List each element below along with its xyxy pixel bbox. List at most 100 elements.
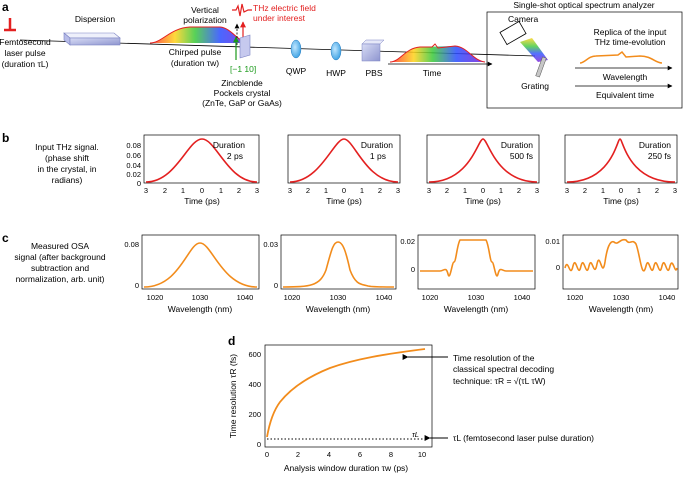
dispersion-block bbox=[69, 37, 121, 46]
plot-b1-ytick-4: 0 bbox=[137, 179, 141, 188]
plot-d-curve bbox=[266, 348, 426, 438]
plot-c4-curve bbox=[564, 238, 678, 272]
panel-b-desc-2: (phase shift bbox=[45, 153, 90, 163]
plot-b4-xtick-5: 2 bbox=[655, 186, 659, 195]
plot-d-xtick-0: 0 bbox=[265, 450, 269, 459]
plot-c3-xtick-1: 1030 bbox=[468, 293, 485, 302]
panel-c: c Measured OSA signal (after background … bbox=[2, 231, 679, 314]
plot-b2-frame bbox=[287, 134, 401, 184]
plot-b1-xtick-5: 2 bbox=[237, 186, 241, 195]
analyzer-title: Single-shot optical spectrum analyzer bbox=[513, 0, 654, 10]
plot-b1-ytick-2: 0.04 bbox=[126, 161, 141, 170]
chirped-label-2: (duration τw) bbox=[171, 58, 219, 68]
plot-c2-xlabel: Wavelength (nm) bbox=[306, 304, 371, 314]
output-pulse-shape bbox=[390, 46, 485, 62]
plot-b4-xtick-0: 3 bbox=[565, 186, 569, 195]
pbs-cube bbox=[361, 43, 381, 62]
femto-label-2: laser pulse bbox=[4, 48, 45, 58]
plot-c2-frame bbox=[280, 234, 397, 290]
panel-a-label: a bbox=[2, 0, 9, 14]
plot-b1-xticks: 3 2 1 0 1 2 3 bbox=[144, 186, 259, 195]
plot-c3-frame bbox=[417, 234, 536, 290]
panel-d-label: d bbox=[228, 334, 235, 348]
plot-b1-ytick-3: 0.02 bbox=[126, 170, 141, 179]
pockels-crystal bbox=[239, 34, 251, 59]
hwp-plate bbox=[330, 41, 342, 61]
plot-b3-xtick-0: 3 bbox=[427, 186, 431, 195]
plot-b2-xlabel: Time (ps) bbox=[326, 196, 362, 206]
plot-b2-xtick-1: 2 bbox=[306, 186, 310, 195]
panel-b-desc-4: radians) bbox=[52, 175, 83, 185]
plot-c3-ytick-0: 0.02 bbox=[400, 237, 415, 246]
plot-b1-xtick-2: 1 bbox=[181, 186, 185, 195]
plot-b4-frame bbox=[564, 134, 678, 184]
plot-b2-xtick-6: 3 bbox=[396, 186, 400, 195]
zinc-label-3: (ZnTe, GaP or GaAs) bbox=[202, 98, 282, 108]
plot-b1-xtick-3: 0 bbox=[200, 186, 204, 195]
thz-field-waveform bbox=[232, 3, 252, 17]
panel-d: d 600 400 200 0 Time resolution τR (fs) … bbox=[228, 334, 594, 473]
plot-d-ytick-200: 200 bbox=[248, 410, 261, 419]
panel-b-label: b bbox=[2, 131, 9, 145]
plot-d-xtick-2: 2 bbox=[296, 450, 300, 459]
plot-b1-curve bbox=[145, 138, 258, 183]
crystal-axis-label: [−1 10] bbox=[230, 64, 256, 74]
femto-label-1: Femtosecond bbox=[0, 37, 51, 47]
plot-b3-frame bbox=[426, 134, 540, 184]
plot-c4-xlabel: Wavelength (nm) bbox=[589, 304, 654, 314]
plot-b2-curve bbox=[289, 138, 399, 183]
plot-b2-xtick-0: 3 bbox=[288, 186, 292, 195]
panel-b-desc-3: in the crystal, in bbox=[37, 164, 96, 174]
plot-d-ytick-600: 600 bbox=[248, 350, 261, 359]
plot-c2-xtick-1: 1030 bbox=[330, 293, 347, 302]
annotation-1-line-2: classical spectral decoding bbox=[453, 364, 554, 374]
plot-d-ytick-0: 0 bbox=[257, 440, 261, 449]
plot-b2-xtick-3: 0 bbox=[342, 186, 346, 195]
chirped-label-1: Chirped pulse bbox=[169, 47, 222, 57]
annotation-1-line-3: technique: τR = √(τL τW) bbox=[453, 376, 546, 386]
replica-label-1: Replica of the input bbox=[594, 27, 667, 37]
replica-waveform bbox=[579, 50, 663, 64]
hwp-label: HWP bbox=[326, 68, 346, 78]
output-pulse-envelope bbox=[389, 43, 486, 63]
femto-pulse-icon bbox=[4, 18, 16, 32]
wavelength-label: Wavelength bbox=[603, 72, 648, 82]
plot-c1-xtick-2: 1040 bbox=[237, 293, 254, 302]
plot-b4-xtick-1: 2 bbox=[583, 186, 587, 195]
diffracted-spectrum bbox=[520, 38, 548, 62]
pbs-label: PBS bbox=[365, 68, 382, 78]
plot-d-xtick-6: 6 bbox=[358, 450, 362, 459]
plot-c1-ytick-0: 0.08 bbox=[124, 240, 139, 249]
plot-c1-xtick-0: 1020 bbox=[147, 293, 164, 302]
plot-d-ylabel: Time resolution τR (fs) bbox=[228, 354, 238, 438]
plot-b1-frame bbox=[143, 134, 260, 184]
plot-d-xlabel: Analysis window duration τw (ps) bbox=[284, 463, 408, 473]
dispersion-label: Dispersion bbox=[75, 14, 115, 24]
plot-c4-ytick-1: 0 bbox=[556, 263, 560, 272]
equiv-time-label: Equivalent time bbox=[596, 90, 654, 100]
plot-b4-xticks: 3 2 1 0 1 2 3 bbox=[565, 186, 677, 195]
grating-label: Grating bbox=[521, 81, 549, 91]
plot-b2-xtick-2: 1 bbox=[324, 186, 328, 195]
plot-b3-xlabel: Time (ps) bbox=[465, 196, 501, 206]
plot-b4-duration-word: Duration bbox=[639, 140, 671, 150]
plot-b3-xtick-4: 1 bbox=[499, 186, 503, 195]
plot-b1-xtick-6: 3 bbox=[255, 186, 259, 195]
plot-d-xtick-10: 10 bbox=[418, 450, 426, 459]
replica-label-2: THz time-evolution bbox=[595, 37, 666, 47]
zinc-label-1: Zincblende bbox=[221, 78, 263, 88]
plot-b3-xticks: 3 2 1 0 1 2 3 bbox=[427, 186, 539, 195]
plot-b3-xtick-1: 2 bbox=[445, 186, 449, 195]
plot-b2-duration-word: Duration bbox=[361, 140, 393, 150]
plot-d-baseline-label: τL bbox=[412, 430, 419, 439]
annotation-2: τL (femtosecond laser pulse duration) bbox=[453, 433, 594, 443]
plot-d-xtick-4: 4 bbox=[327, 450, 331, 459]
plot-b2-xtick-5: 2 bbox=[378, 186, 382, 195]
plot-d-xtick-8: 8 bbox=[389, 450, 393, 459]
plot-c4-xtick-0: 1020 bbox=[567, 293, 584, 302]
plot-c2-curve bbox=[282, 241, 395, 288]
plot-b4-xtick-2: 1 bbox=[601, 186, 605, 195]
panel-c-label: c bbox=[2, 231, 9, 245]
plot-b4-curve bbox=[566, 138, 676, 183]
